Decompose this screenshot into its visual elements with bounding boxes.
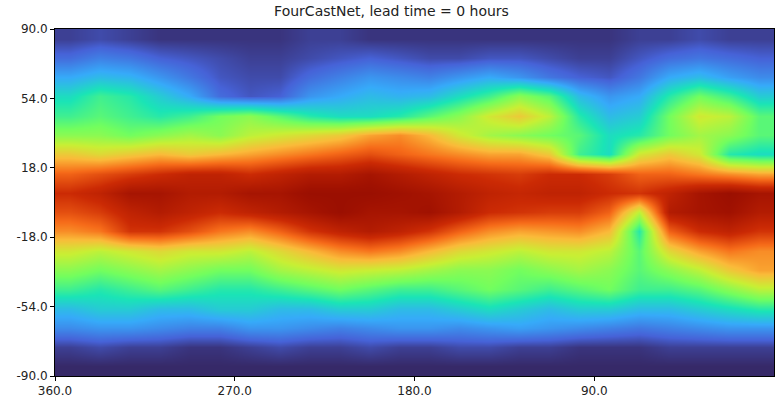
- svg-text:360.0: 360.0: [38, 384, 72, 398]
- svg-text:54.0: 54.0: [21, 92, 48, 106]
- svg-text:18.0: 18.0: [21, 161, 48, 175]
- svg-text:90.0: 90.0: [21, 22, 48, 36]
- svg-text:90.0: 90.0: [581, 384, 608, 398]
- svg-text:-90.0: -90.0: [17, 369, 48, 383]
- svg-text:180.0: 180.0: [397, 384, 431, 398]
- svg-text:FourCastNet, lead time = 0 hou: FourCastNet, lead time = 0 hours: [274, 3, 509, 19]
- svg-text:270.0: 270.0: [218, 384, 252, 398]
- svg-text:-54.0: -54.0: [17, 300, 48, 314]
- svg-text:-18.0: -18.0: [17, 230, 48, 244]
